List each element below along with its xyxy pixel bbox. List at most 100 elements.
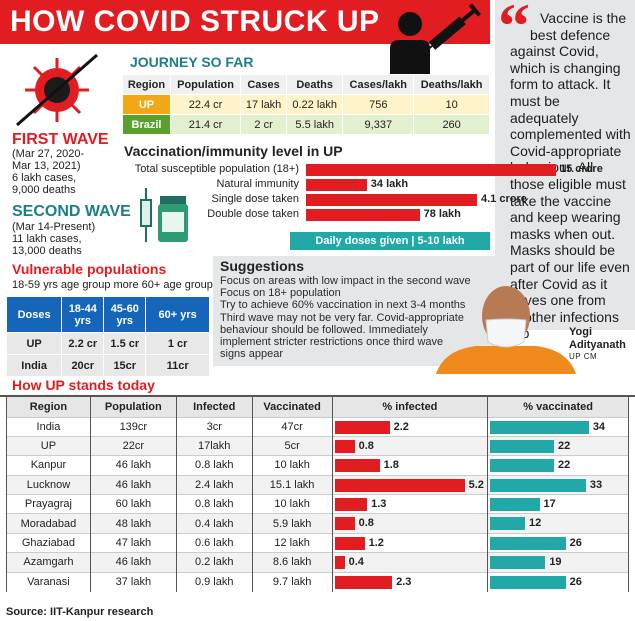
first-wave-period2: Mar 13, 2021) bbox=[12, 160, 81, 172]
journey-cell: Brazil bbox=[122, 114, 171, 135]
table-cell: Azamgarh bbox=[6, 552, 91, 573]
table-cell: 9.7 lakh bbox=[251, 571, 333, 592]
bar-value-label: 34 bbox=[592, 420, 606, 433]
quote-line: masks when out. bbox=[510, 225, 616, 242]
standing-title: How UP stands today bbox=[12, 377, 155, 393]
table-cell: 5cr bbox=[251, 435, 333, 456]
table-cell: UP bbox=[6, 435, 91, 456]
vaccinated-bar-cell: 22 bbox=[487, 455, 629, 476]
table-cell: 17lakh bbox=[175, 435, 253, 456]
virus-icon bbox=[16, 53, 98, 127]
infected-bar-cell: 1.8 bbox=[331, 455, 489, 476]
journey-title: JOURNEY SO FAR bbox=[130, 54, 254, 70]
bar-value-label: 26 bbox=[569, 536, 582, 549]
infected-bar-cell: 2.3 bbox=[331, 571, 489, 592]
bar-value-label: 33 bbox=[589, 478, 603, 491]
table-cell: 47cr bbox=[251, 416, 333, 437]
bar-value-label: 1.8 bbox=[383, 459, 399, 472]
vaccination-label: Natural immunity bbox=[216, 178, 299, 190]
doses-cell: 11cr bbox=[145, 354, 210, 377]
table-cell: 2.4 lakh bbox=[175, 474, 253, 495]
table-cell: 5.9 lakh bbox=[251, 513, 333, 534]
vaccinated-bar bbox=[490, 517, 526, 531]
table-cell: 12 lakh bbox=[251, 532, 333, 553]
vaccination-bar bbox=[306, 209, 420, 221]
doses-header: 18-44 yrs bbox=[61, 296, 105, 333]
journey-cell: 21.4 cr bbox=[169, 114, 242, 135]
journey-cell: 0.22 lakh bbox=[286, 94, 344, 115]
suggestion-item: implement stricter restrictions once thi… bbox=[220, 336, 444, 349]
journey-cell: UP bbox=[122, 94, 171, 115]
infected-bar-cell: 0.8 bbox=[331, 435, 489, 456]
first-wave-title: FIRST WAVE bbox=[12, 131, 109, 148]
table-cell: 46 lakh bbox=[89, 455, 177, 476]
quote-line: and keep wearing bbox=[510, 209, 621, 226]
infected-bar bbox=[334, 536, 365, 550]
suggestion-item: behaviour should be followed. Immediatel… bbox=[220, 323, 428, 336]
suggestion-item: Focus on areas with low impact in the se… bbox=[220, 275, 471, 287]
infected-bar bbox=[334, 459, 380, 473]
table-row: Ghaziabad 47 lakh 0.6 lakh 12 lakh 1.2 26 bbox=[6, 532, 629, 553]
vaccination-title: Vaccination/immunity level in UP bbox=[124, 143, 343, 159]
journey-cell: 5.5 lakh bbox=[286, 114, 344, 135]
daily-doses-badge: Daily doses given | 5-10 lakh bbox=[290, 232, 490, 250]
journey-table: Region Population Cases Deaths Cases/lak… bbox=[122, 74, 490, 135]
journey-cell: 260 bbox=[413, 114, 490, 135]
table-row: Prayagraj 60 lakh 0.8 lakh 10 lakh 1.3 17 bbox=[6, 494, 629, 514]
vaccinated-bar-cell: 26 bbox=[487, 532, 629, 553]
suggestions-panel bbox=[213, 256, 495, 366]
vaccination-label: Double dose taken bbox=[207, 208, 299, 220]
quote-line: complemented with bbox=[510, 126, 631, 143]
journey-cell: 9,337 bbox=[342, 114, 415, 135]
vaccinated-bar bbox=[490, 478, 586, 492]
infected-bar-cell: 2.2 bbox=[331, 416, 489, 437]
bar-value-label: 22 bbox=[558, 439, 571, 452]
speaker-photo bbox=[436, 286, 576, 374]
table-cell: 3cr bbox=[175, 416, 253, 437]
bar-value-label: 17 bbox=[543, 498, 556, 511]
second-wave-title: SECOND WAVE bbox=[12, 203, 131, 220]
table-row: Azamgarh 46 lakh 0.2 lakh 8.6 lakh 0.4 19 bbox=[6, 552, 629, 573]
quote-line: which is changing bbox=[510, 59, 621, 76]
table-cell: 0.8 lakh bbox=[175, 455, 253, 476]
vulnerable-title: Vulnerable populations bbox=[12, 261, 167, 277]
table-row: Varanasi 37 lakh 0.9 lakh 9.7 lakh 2.3 26 bbox=[6, 571, 629, 592]
vaccination-value: 78 lakh bbox=[423, 208, 461, 220]
table-cell: 46 lakh bbox=[89, 552, 177, 573]
journey-cell: 17 lakh bbox=[240, 94, 288, 115]
table-cell: 0.8 lakh bbox=[175, 494, 253, 514]
quote-line: Masks should be bbox=[510, 242, 616, 259]
doses-cell: 20cr bbox=[61, 354, 105, 377]
bar-value-label: 26 bbox=[569, 575, 582, 588]
vaccine-person-icon bbox=[390, 3, 481, 77]
vaccine-vial-icon bbox=[140, 188, 188, 242]
table-cell: 60 lakh bbox=[89, 494, 177, 514]
bar-value-label: 1.3 bbox=[371, 498, 387, 511]
vaccination-chart: Total susceptible population (18+) 15 cro… bbox=[124, 163, 603, 225]
doses-cell: 2.2 cr bbox=[61, 332, 105, 355]
vaccination-value: 34 lakh bbox=[370, 178, 409, 190]
column-header: Vaccinated bbox=[251, 397, 333, 417]
journey-header: Population bbox=[169, 74, 242, 95]
journey-header: Deaths/lakh bbox=[413, 74, 490, 95]
table-cell: 48 lakh bbox=[89, 513, 177, 534]
journey-cell: 756 bbox=[342, 94, 415, 115]
table-row: Kanpur 46 lakh 0.8 lakh 10 lakh 1.8 22 bbox=[6, 455, 629, 476]
doses-cell: 1 cr bbox=[145, 332, 210, 355]
bar-value-label: 2.3 bbox=[396, 575, 412, 588]
vaccinated-bar bbox=[490, 439, 555, 453]
quote-line: part of our life even bbox=[510, 258, 630, 275]
vaccinated-bar bbox=[490, 420, 589, 434]
suggestion-item: Focus on 18+ population bbox=[220, 287, 341, 300]
vaccinated-bar-cell: 26 bbox=[487, 571, 629, 592]
source-note: Source: IIT-Kanpur research bbox=[6, 606, 154, 618]
quote-line: other infections bbox=[524, 308, 619, 325]
quote-mark-icon: “ bbox=[498, 0, 530, 61]
table-row: Moradabad 48 lakh 0.4 lakh 5.9 lakh 0.8 12 bbox=[6, 513, 629, 534]
table-cell: 47 lakh bbox=[89, 532, 177, 553]
speaker-role: UP CM bbox=[569, 352, 598, 361]
vaccinated-bar bbox=[490, 498, 540, 512]
doses-cell: India bbox=[5, 354, 63, 377]
suggestions-list: Focus on areas with low impact in the se… bbox=[220, 275, 490, 360]
infected-bar-cell: 0.4 bbox=[331, 552, 489, 573]
